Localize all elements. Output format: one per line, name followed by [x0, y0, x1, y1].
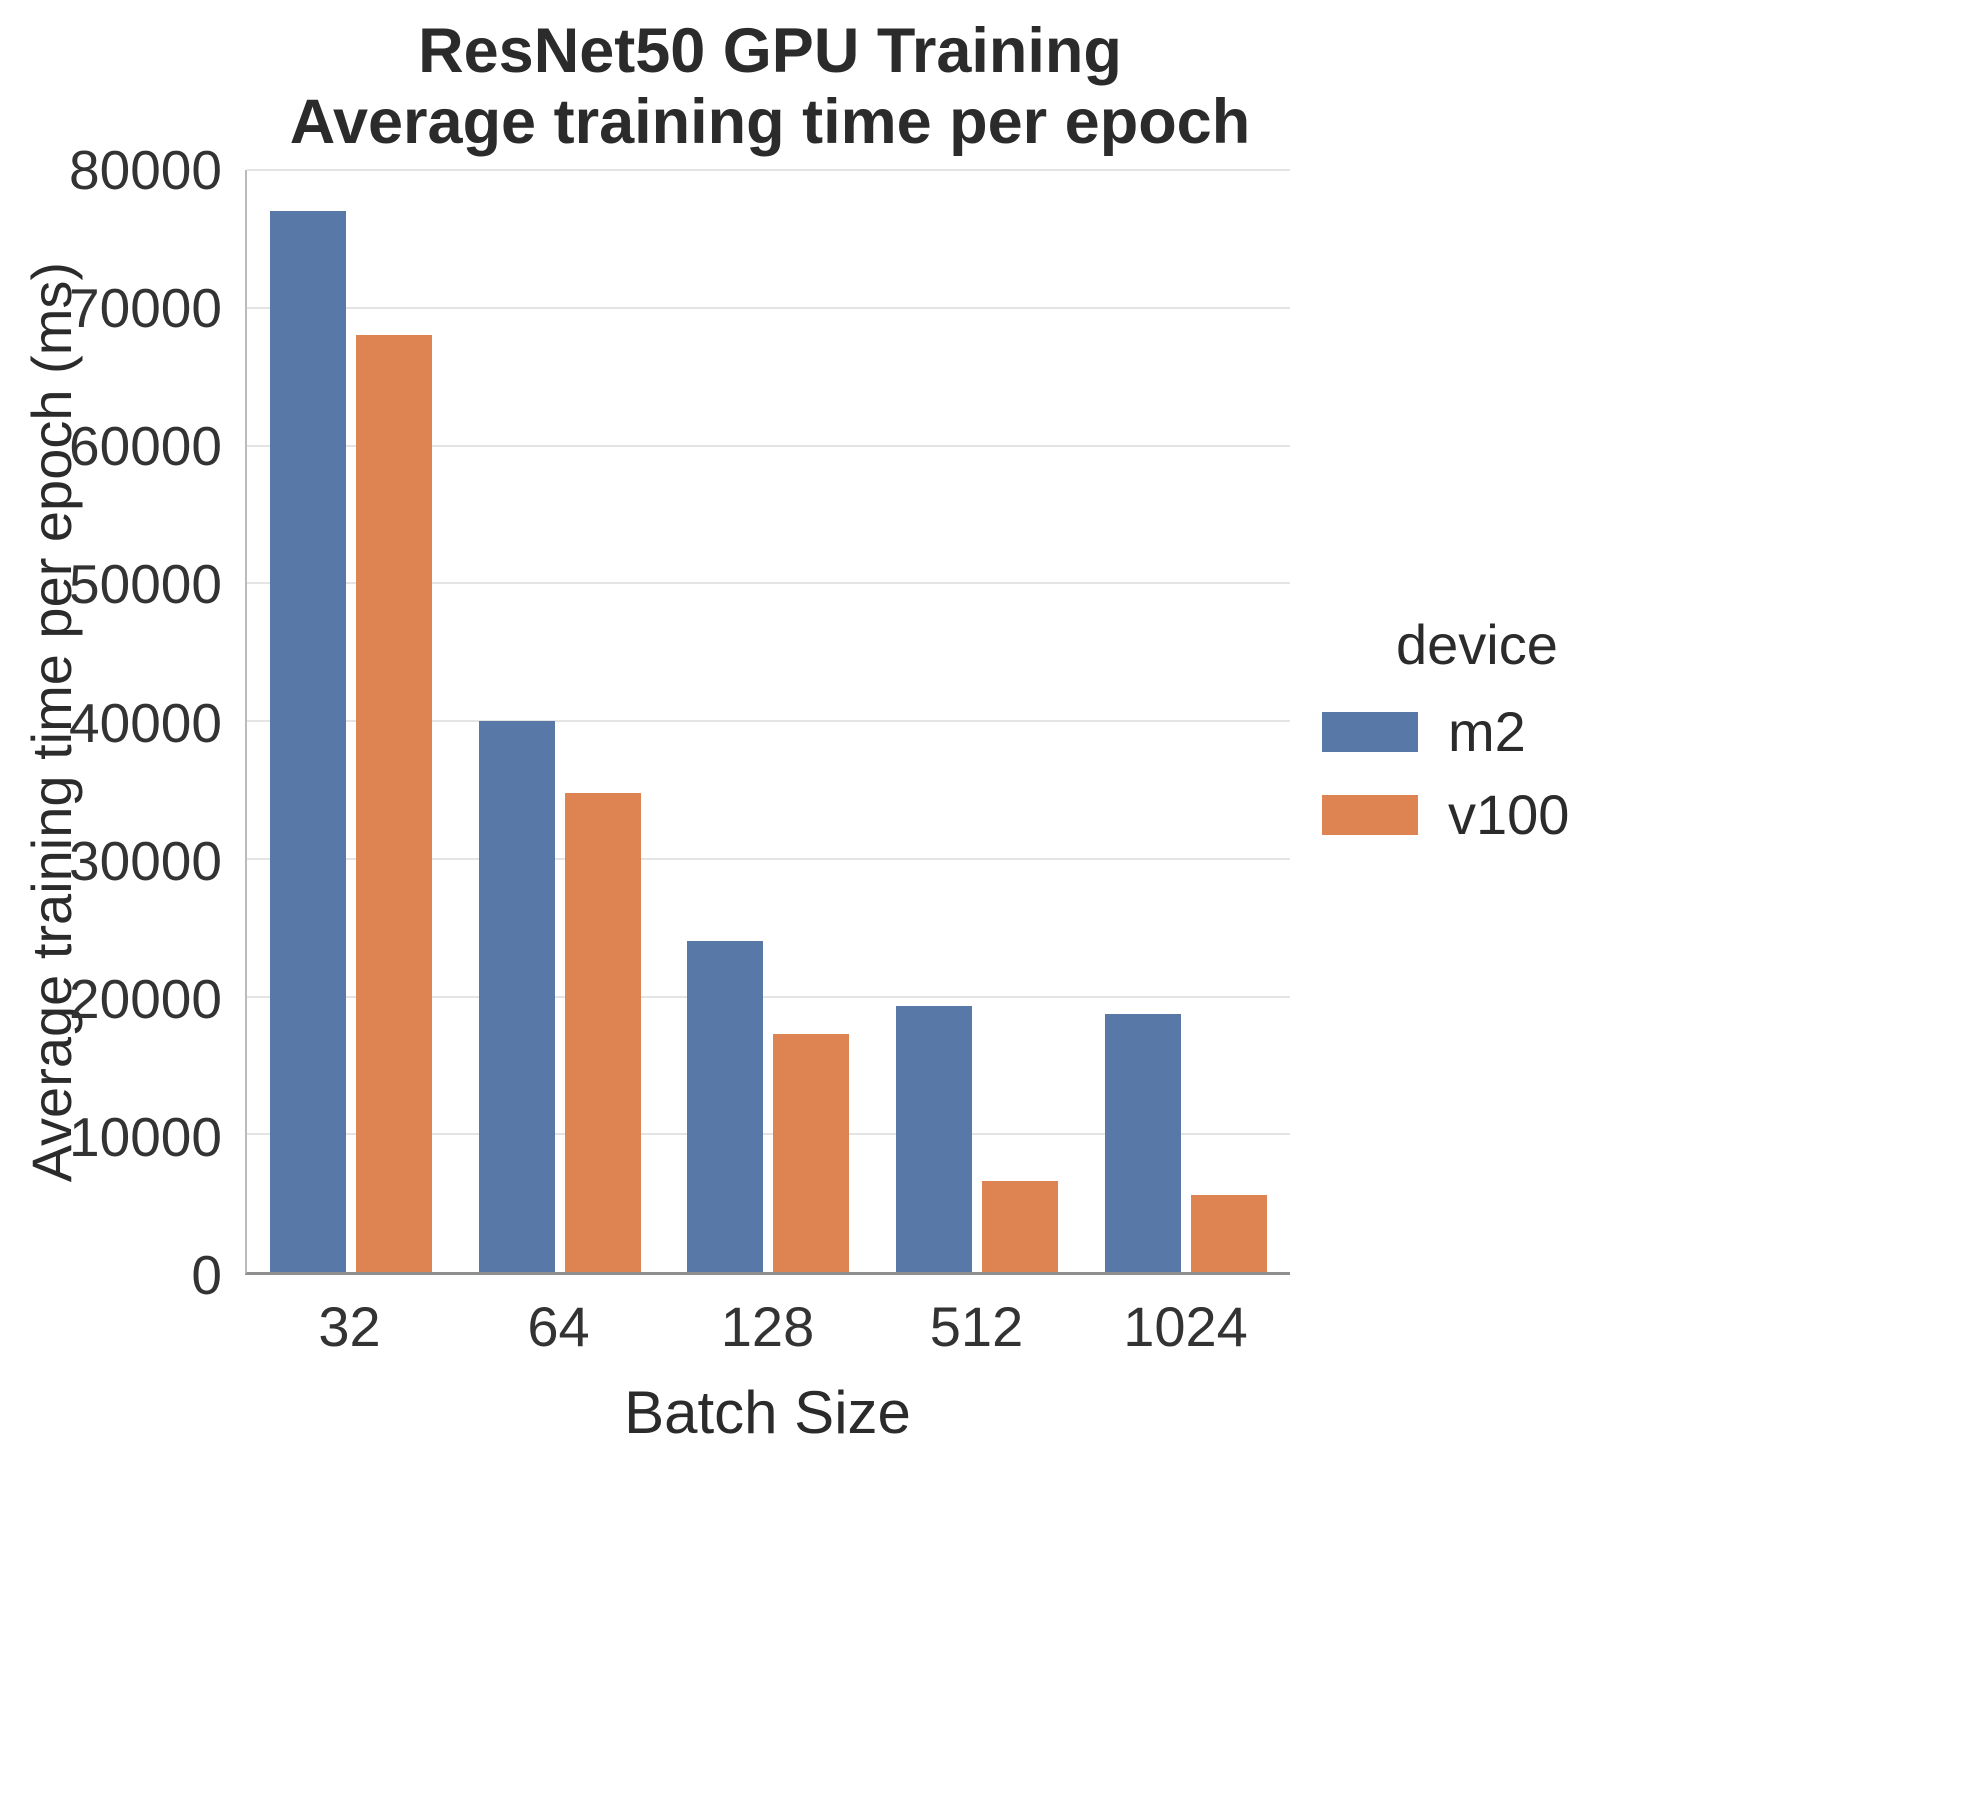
bar-m2-512 — [896, 1006, 973, 1272]
legend-swatch-v100 — [1322, 794, 1418, 835]
y-tick-label: 30000 — [69, 829, 222, 892]
legend-entries: m2 v100 — [1322, 699, 1569, 847]
bar-groups — [247, 170, 1290, 1272]
legend-entry-m2: m2 — [1322, 699, 1569, 764]
bar-m2-1024 — [1104, 1014, 1181, 1272]
bar-m2-64 — [478, 721, 555, 1272]
bar-m2-128 — [687, 941, 764, 1272]
y-axis-ticks: 0 10000 20000 30000 40000 50000 60000 70000 8000… — [0, 139, 222, 1306]
grid-line — [247, 1133, 1290, 1136]
y-tick-label: 20000 — [69, 967, 222, 1030]
legend: device m2 v100 — [1322, 612, 1569, 865]
x-tick-label-64: 64 — [527, 1295, 590, 1358]
bar-group-128 — [664, 170, 873, 1272]
bar-v100-128 — [773, 1033, 850, 1272]
y-tick-label: 0 — [191, 1244, 222, 1306]
chart-title-line-2: Average training time per epoch — [289, 87, 1251, 158]
bar-group-1024 — [1081, 170, 1290, 1272]
grid-line — [247, 169, 1290, 171]
grid-line — [247, 857, 1290, 860]
y-tick-label: 40000 — [69, 691, 222, 754]
x-tick-label-128: 128 — [720, 1295, 815, 1358]
x-tick-label-32: 32 — [318, 1295, 381, 1358]
bar-group-64 — [456, 170, 665, 1272]
legend-label-m2: m2 — [1448, 700, 1526, 763]
bar-v100-32 — [356, 335, 433, 1272]
plot-area — [245, 169, 1290, 1275]
grid-layer — [247, 169, 1290, 1272]
legend-title: device — [1396, 613, 1558, 676]
x-tick-label-1024: 1024 — [1123, 1295, 1248, 1358]
y-tick-label: 80000 — [69, 139, 222, 201]
y-tick-label: 10000 — [69, 1105, 222, 1168]
bar-m2-32 — [270, 211, 347, 1272]
x-axis-label: Batch Size — [624, 1379, 911, 1446]
y-tick-label: 50000 — [69, 553, 222, 616]
y-tick-label: 70000 — [69, 277, 222, 340]
x-tick-label-512: 512 — [929, 1295, 1024, 1358]
y-tick-label: 60000 — [69, 415, 222, 478]
grid-line — [247, 582, 1290, 585]
grid-line — [247, 720, 1290, 722]
grid-line — [247, 444, 1290, 447]
bar-v100-64 — [564, 792, 641, 1272]
legend-label-v100: v100 — [1448, 783, 1570, 846]
x-axis-ticks: 32 64 128 512 1024 — [245, 1294, 1290, 1359]
chart-title: ResNet50 GPU Training Average training t… — [150, 16, 1390, 158]
grid-line — [247, 306, 1290, 309]
bar-v100-1024 — [1190, 1194, 1267, 1272]
bar-group-512 — [873, 170, 1082, 1272]
bar-v100-512 — [982, 1181, 1059, 1272]
bar-group-32 — [247, 170, 456, 1272]
chart-title-line-1: ResNet50 GPU Training — [418, 16, 1122, 86]
legend-swatch-m2 — [1322, 711, 1418, 752]
legend-entry-v100: v100 — [1322, 782, 1569, 847]
grid-line — [247, 995, 1290, 998]
